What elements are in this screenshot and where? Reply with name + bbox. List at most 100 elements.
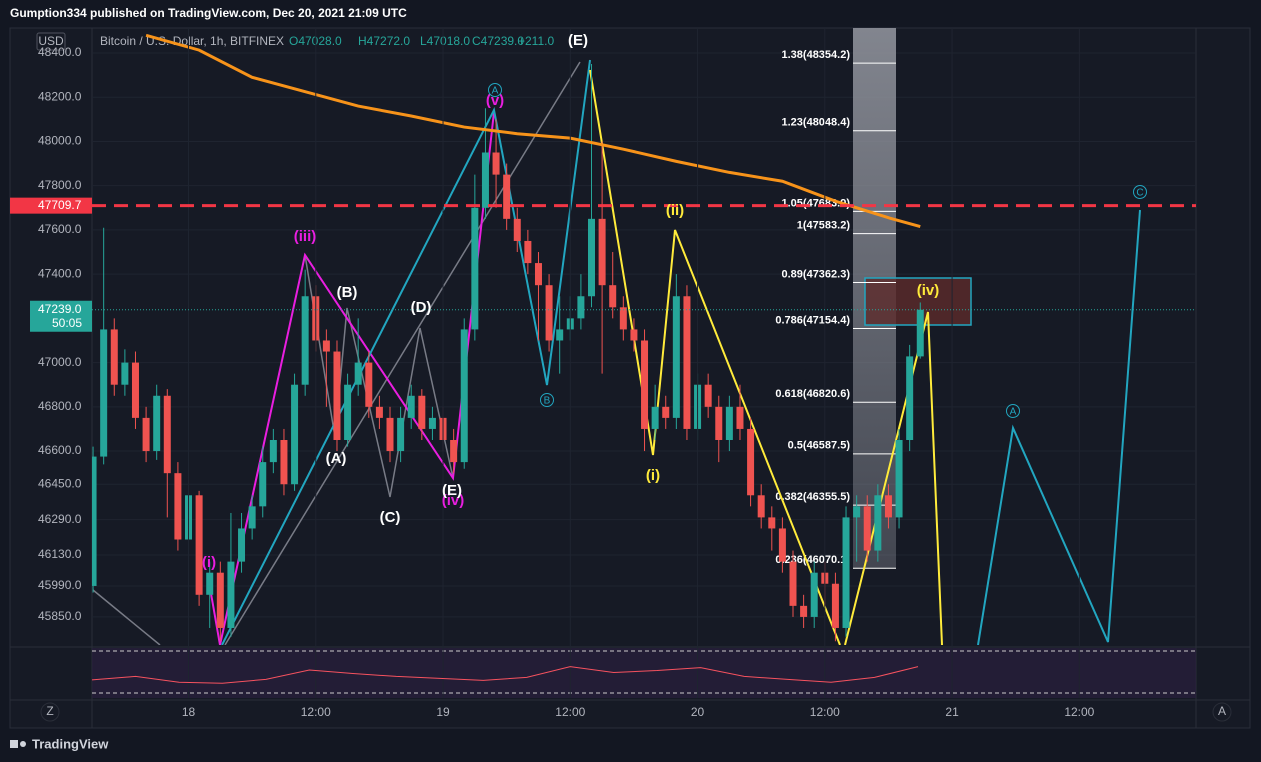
wave-line (844, 311, 943, 645)
wave-label: (iv) (442, 492, 465, 509)
axis-button[interactable] (1212, 702, 1232, 722)
fib-label: 1.23(48048.4) (782, 117, 851, 129)
x-tick-label: 18 (182, 705, 196, 719)
candle-body (418, 395, 426, 429)
candle-body (588, 218, 596, 297)
candle-body (853, 506, 861, 518)
y-tick-label: 46290.0 (38, 512, 82, 526)
wave-label: B (544, 396, 551, 407)
x-tick-label: 20 (691, 705, 705, 719)
wave-label: (A) (326, 450, 347, 467)
candle-body (460, 329, 468, 463)
candle-body (747, 428, 755, 496)
legend-close: C47239.0 (472, 34, 524, 48)
candle-body (916, 309, 924, 357)
wave-label: (v) (486, 92, 504, 109)
candle-body (524, 240, 532, 264)
candle-body (238, 528, 246, 562)
wave-label: A (1010, 407, 1017, 418)
fib-label: 1.38(48354.2) (782, 49, 851, 61)
candle-body (704, 384, 712, 407)
wave-circle (1133, 185, 1147, 199)
candle-body (407, 395, 415, 418)
x-tick-label: 12:00 (301, 705, 331, 719)
fib-label: 0.786(47154.4) (775, 314, 850, 326)
wave-line (589, 69, 841, 645)
legend-symbol: Bitcoin / U.S. Dollar, 1h, BITFINEX (100, 34, 284, 48)
candle-body (651, 406, 659, 429)
y-tick-label: 46450.0 (38, 476, 82, 490)
countdown: 50:05 (52, 316, 82, 330)
candle-body (609, 285, 617, 308)
alert-tag (10, 197, 92, 214)
candle-body (131, 362, 139, 418)
y-tick-label: 47400.0 (38, 266, 82, 280)
axis-button[interactable] (40, 702, 60, 722)
candle-body (121, 362, 129, 385)
moving-average (145, 33, 921, 229)
y-tick-label: 47000.0 (38, 355, 82, 369)
candle-body (598, 218, 606, 286)
candle-body (683, 296, 691, 429)
candle-body (725, 406, 733, 440)
candle-body (619, 307, 627, 330)
last-price-tag (30, 300, 92, 332)
fib-label: 0.89(47362.3) (782, 268, 851, 280)
candle-body (428, 417, 436, 429)
wave-label: (E) (568, 32, 588, 49)
candle-body (503, 174, 511, 219)
candle-body (269, 439, 277, 463)
y-tick-label: 48400.0 (38, 45, 82, 59)
candle-body (397, 417, 405, 452)
candle-body (333, 351, 341, 440)
candle-body (110, 329, 118, 385)
wave-label: (ii) (666, 202, 684, 219)
fib-label: 0.382(46355.5) (775, 491, 850, 503)
x-tick-label: 19 (436, 705, 450, 719)
candle-body (471, 207, 479, 330)
wave-label: (i) (646, 467, 660, 484)
y-tick-label: 45990.0 (38, 578, 82, 592)
candle-body (386, 417, 394, 452)
axis-button-label[interactable]: Z (46, 704, 53, 718)
candle-body (874, 495, 882, 551)
fib-label: 0.618(46820.6) (775, 388, 850, 400)
legend-low: L47018.0 (420, 34, 470, 48)
candle-body (513, 218, 521, 241)
candle-body (662, 406, 670, 418)
wave-label: (D) (411, 299, 432, 316)
candle-body (768, 517, 776, 529)
wave-circle (1006, 404, 1020, 418)
last-price-label: 47239.0 (38, 302, 82, 316)
candle-body (577, 296, 585, 319)
y-tick-label: 45850.0 (38, 609, 82, 623)
wave-line (977, 209, 1141, 645)
candle-body (810, 572, 818, 617)
candle-body (163, 395, 171, 474)
logo (10, 740, 26, 748)
wave-label: (i) (202, 554, 216, 571)
axis-button-label[interactable]: A (1218, 704, 1226, 718)
candle-body (375, 406, 383, 418)
candle-body (142, 417, 150, 452)
wave-label: (B) (337, 284, 358, 301)
candle-body (92, 456, 97, 586)
candle-body (100, 329, 108, 457)
candle-body (174, 473, 182, 540)
candle-body (354, 362, 362, 385)
candle-body (895, 439, 903, 518)
candle-body (906, 356, 914, 440)
candle-body (736, 406, 744, 429)
x-tick-label: 21 (945, 705, 959, 719)
y-tick-label: 48200.0 (38, 89, 82, 103)
fib-label: 1(47583.2) (797, 220, 851, 232)
header: Gumption334 published on TradingView.com… (10, 6, 407, 20)
y-tick-label: 46600.0 (38, 443, 82, 457)
wave-circle (540, 393, 554, 407)
candle-body (715, 406, 723, 440)
candle-body (884, 495, 892, 518)
wave-label: (E) (442, 482, 462, 499)
wave-line (92, 589, 161, 645)
y-tick-label: 46130.0 (38, 547, 82, 561)
candle-body (153, 395, 161, 452)
